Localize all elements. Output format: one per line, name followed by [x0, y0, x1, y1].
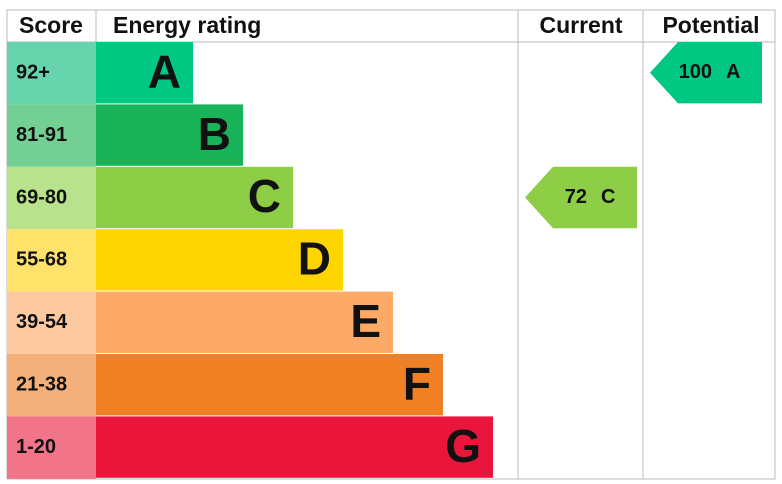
score-cell: [7, 416, 96, 479]
rating-letter: E: [350, 295, 381, 347]
rating-letter: C: [248, 170, 281, 222]
score-label: 69-80: [16, 186, 67, 208]
current-letter: C: [601, 186, 615, 208]
header-rating: Energy rating: [113, 12, 261, 38]
rating-letter: A: [148, 45, 181, 97]
rating-bar: [96, 42, 193, 104]
score-cell: [7, 42, 96, 105]
rating-bar: [96, 229, 343, 291]
rating-bar: [96, 104, 243, 166]
rating-letter: G: [445, 420, 481, 472]
header-potential: Potential: [662, 12, 759, 38]
rating-letter: B: [198, 108, 231, 160]
potential-arrow: [650, 42, 762, 104]
rating-bar: [96, 291, 393, 353]
score-cell: [7, 104, 96, 167]
rating-bar: [96, 166, 293, 229]
score-cell: [7, 354, 96, 417]
header-score: Score: [19, 12, 83, 38]
rating-letter: D: [298, 233, 331, 285]
score-label: 81-91: [16, 124, 67, 146]
score-cell: [7, 166, 96, 230]
score-cell: [7, 229, 96, 292]
score-label: 39-54: [16, 311, 68, 333]
potential-letter: A: [726, 61, 740, 83]
score-label: 21-38: [16, 373, 67, 395]
header-current: Current: [539, 12, 622, 38]
current-arrow: [525, 166, 637, 229]
rating-letter: F: [403, 357, 431, 409]
current-value: 72: [565, 186, 587, 208]
potential-value: 100: [679, 61, 712, 83]
score-label: 55-68: [16, 249, 67, 271]
rating-bar: [96, 354, 443, 416]
score-cell: [7, 291, 96, 354]
score-label: 1-20: [16, 436, 56, 458]
rating-bar: [96, 416, 493, 478]
score-label: 92+: [16, 61, 50, 83]
